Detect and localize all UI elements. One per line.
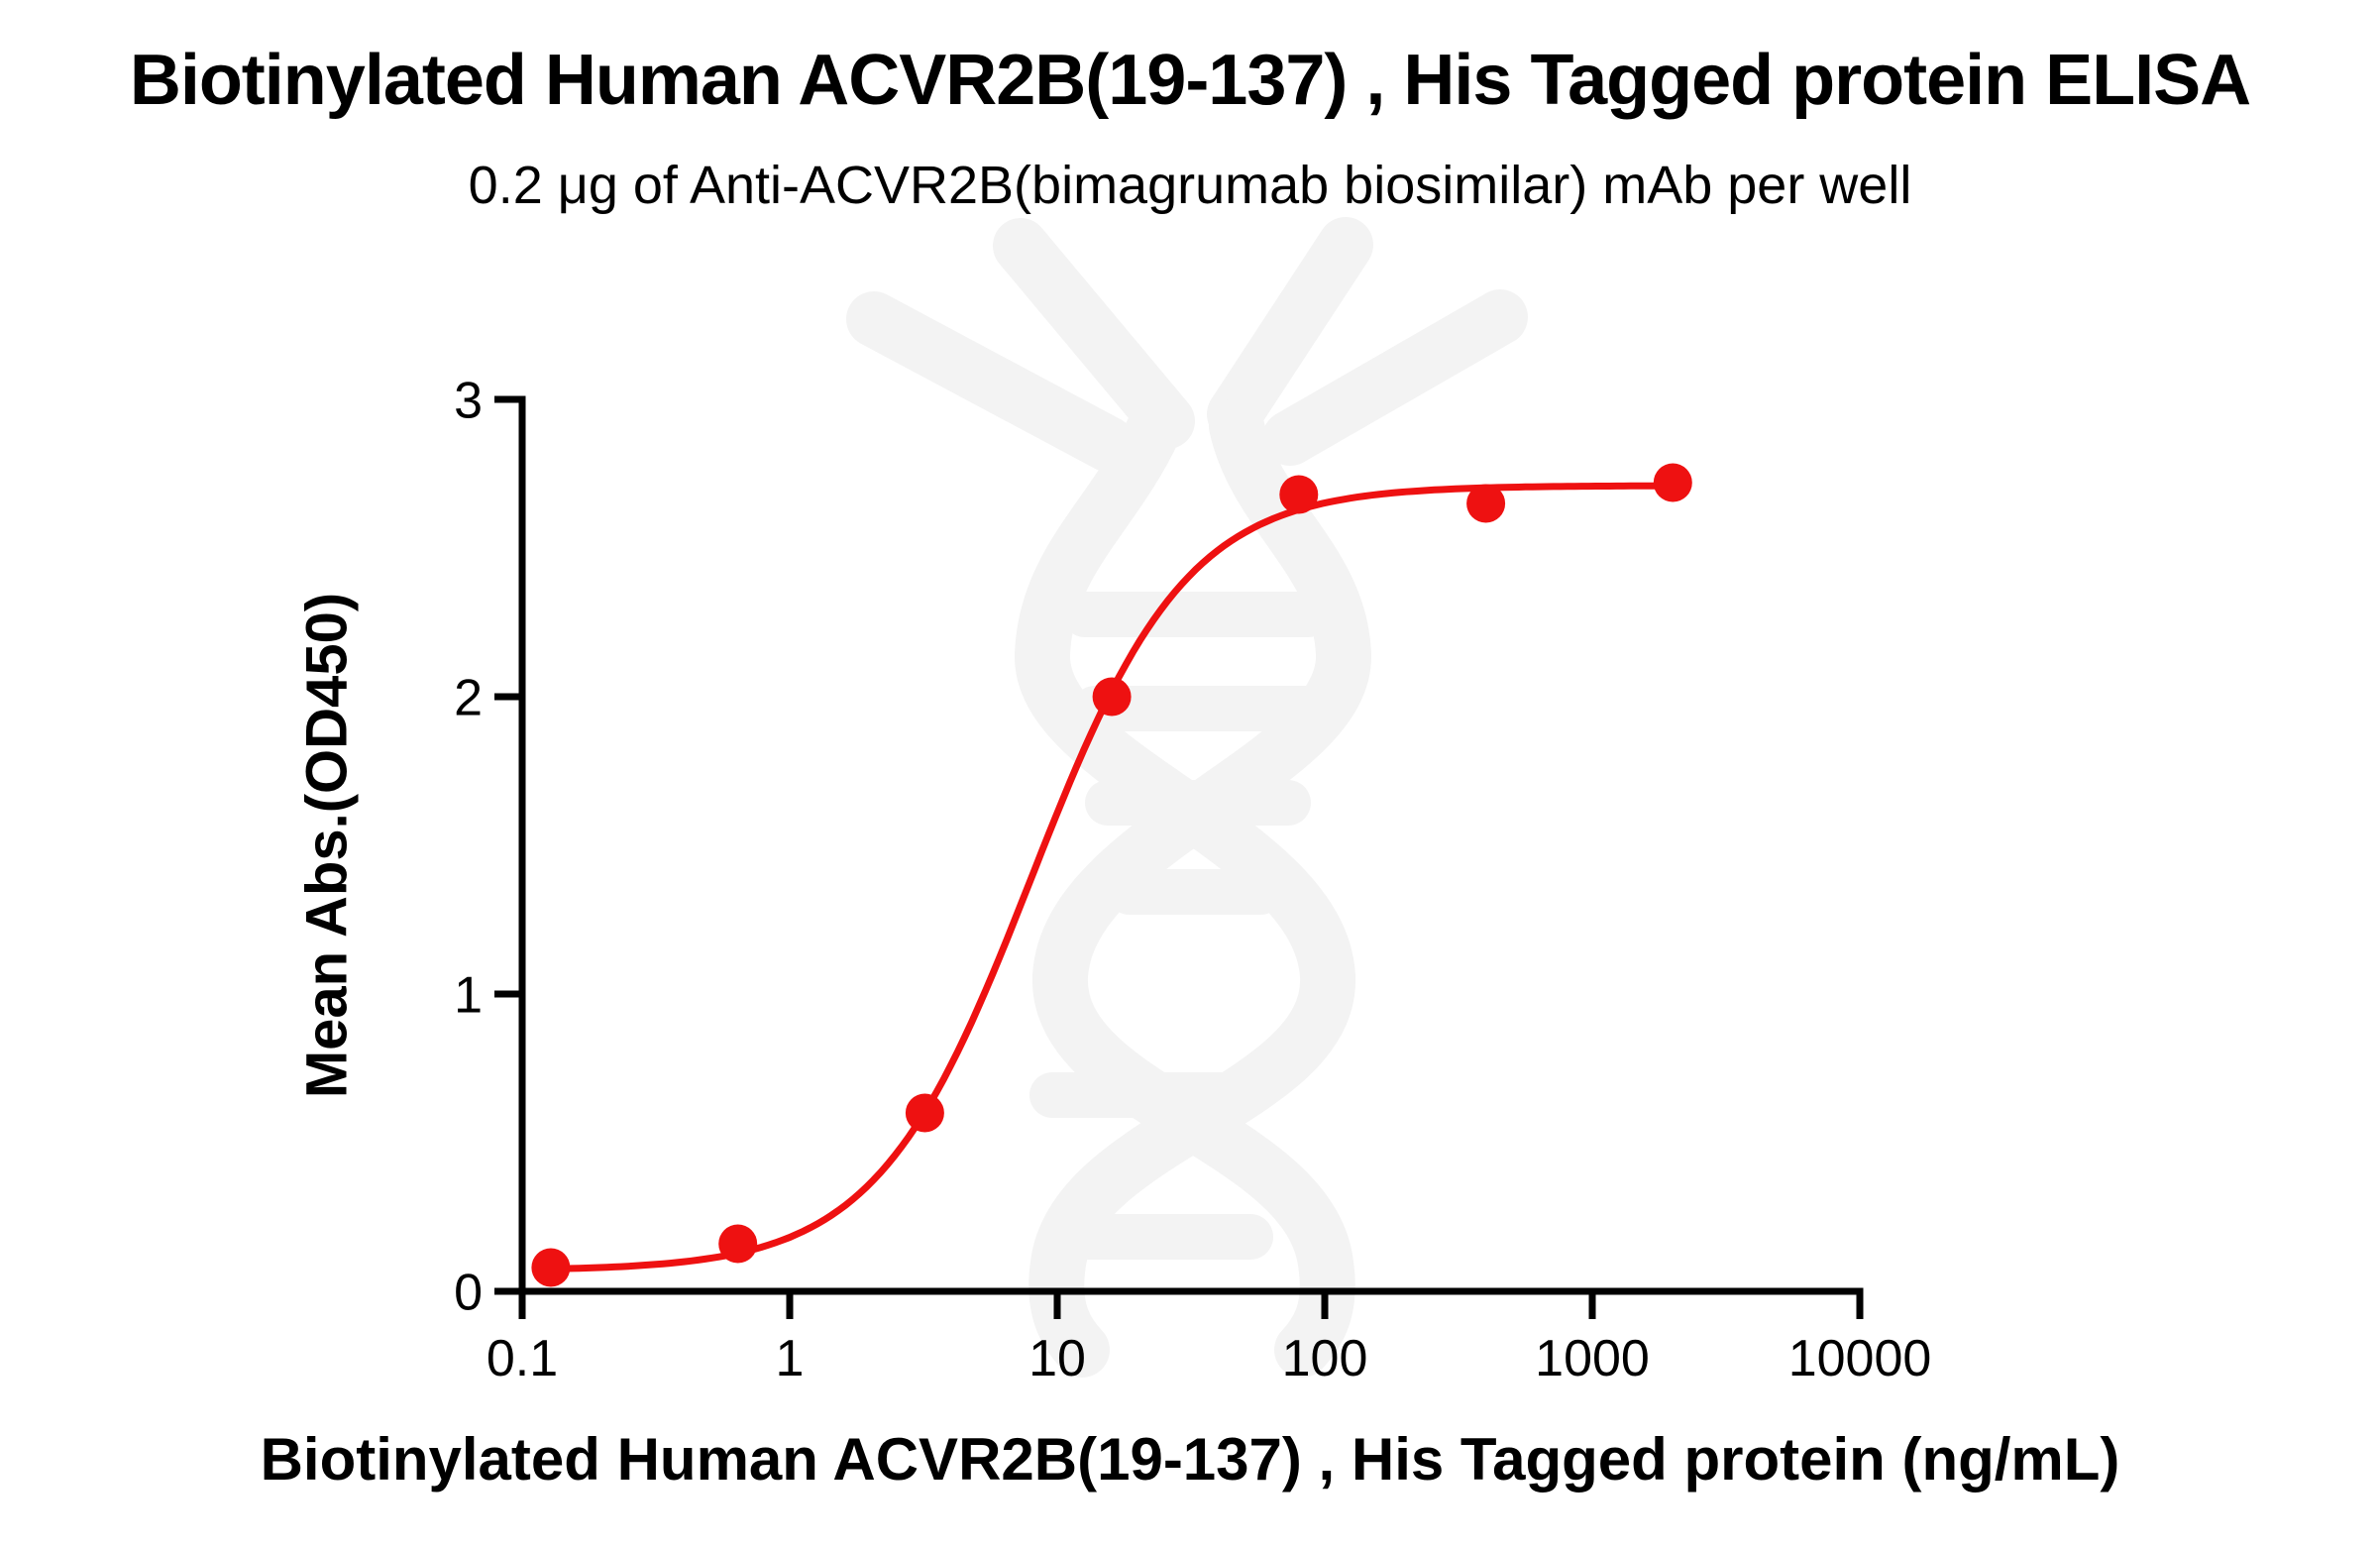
x-tick-label: 10 [1028, 1330, 1086, 1387]
x-axis-title: Biotinylated Human ACVR2B(19-137) , His … [260, 1426, 2120, 1493]
y-tick-label: 3 [454, 373, 483, 430]
chart-title: Biotinylated Human ACVR2B(19-137) , His … [129, 41, 2251, 120]
data-point [905, 1093, 944, 1133]
plot-axes: 0.1 1 10 100 1000 10000 0 1 2 3 [454, 373, 1931, 1387]
x-tick-label: 1000 [1535, 1330, 1650, 1387]
data-point [531, 1248, 571, 1287]
x-tick-label: 0.1 [487, 1330, 558, 1387]
x-tick-label: 10000 [1788, 1330, 1932, 1387]
data-point [1653, 463, 1692, 502]
data-point [718, 1224, 758, 1264]
y-tick-label: 1 [454, 967, 483, 1025]
y-tick-label: 2 [454, 670, 483, 727]
chart-subtitle: 0.2 μg of Anti-ACVR2B(bimagrumab biosimi… [468, 156, 1912, 215]
y-tick-label: 0 [454, 1265, 483, 1322]
x-tick-label: 100 [1282, 1330, 1368, 1387]
data-point [1092, 677, 1132, 717]
data-series [531, 463, 1692, 1287]
data-point [1466, 484, 1506, 523]
dna-helix-watermark-icon [846, 217, 1528, 1378]
data-point [1279, 475, 1319, 514]
x-tick-label: 1 [776, 1330, 805, 1387]
